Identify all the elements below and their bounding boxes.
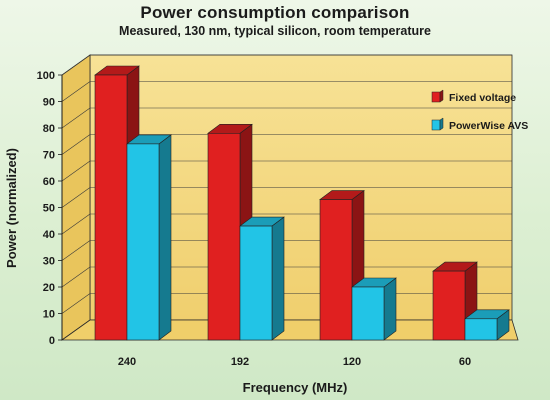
x-axis-title: Frequency (MHz): [243, 380, 348, 395]
gridline-side: [61, 213, 91, 235]
bar-side: [158, 134, 172, 341]
bar-front: [94, 74, 128, 341]
bar-front: [464, 318, 498, 341]
gridline-side: [61, 54, 91, 76]
gridline-side: [61, 293, 91, 314]
y-tick-label: 60: [43, 176, 55, 188]
gridline-side: [61, 160, 91, 182]
bar-front: [239, 225, 273, 341]
gridline-side: [61, 107, 91, 129]
legend-swatch-powerwise-avs: [431, 117, 444, 131]
y-tick-label: 20: [43, 282, 55, 294]
legend-swatch-fixed-voltage: [431, 89, 444, 103]
legend-label: Fixed voltage: [449, 92, 516, 104]
bar-front: [432, 270, 466, 341]
y-tick-label: 90: [43, 97, 55, 109]
chart-title: Power consumption comparison: [140, 3, 410, 22]
bar-front: [319, 199, 353, 341]
y-tick-label: 50: [43, 203, 55, 215]
y-tick-label: 30: [43, 256, 55, 268]
y-tick-label: 0: [49, 335, 55, 347]
bar-powerwise-avs-60: [464, 309, 510, 341]
legend-label: PowerWise AVS: [449, 120, 528, 132]
bar-powerwise-avs-240: [126, 134, 172, 341]
x-tick-label: 120: [343, 356, 361, 368]
x-tick-label: 240: [118, 356, 136, 368]
y-tick-label: 40: [43, 229, 55, 241]
gridline-side: [61, 81, 91, 102]
bar-side: [383, 277, 397, 341]
bar-front: [207, 133, 241, 341]
gridline-side: [61, 134, 91, 155]
y-tick-label: 80: [43, 123, 55, 135]
bar-powerwise-avs-120: [351, 277, 397, 341]
bar-front: [126, 143, 160, 341]
y-tick-label: 70: [43, 150, 55, 162]
y-tick-label: 10: [43, 309, 55, 321]
x-tick-label: 192: [231, 356, 249, 368]
y-tick-label: 100: [37, 70, 55, 82]
bar-front: [351, 286, 385, 341]
gridline-side: [61, 187, 91, 208]
gridline-side: [61, 266, 91, 288]
x-tick-label: 60: [459, 356, 471, 368]
bar-side: [271, 216, 285, 341]
chart-subtitle: Measured, 130 nm, typical silicon, room …: [119, 24, 431, 38]
gridline-side: [61, 240, 91, 261]
y-axis-title: Power (normalized): [4, 148, 19, 268]
bar-powerwise-avs-192: [239, 216, 285, 341]
